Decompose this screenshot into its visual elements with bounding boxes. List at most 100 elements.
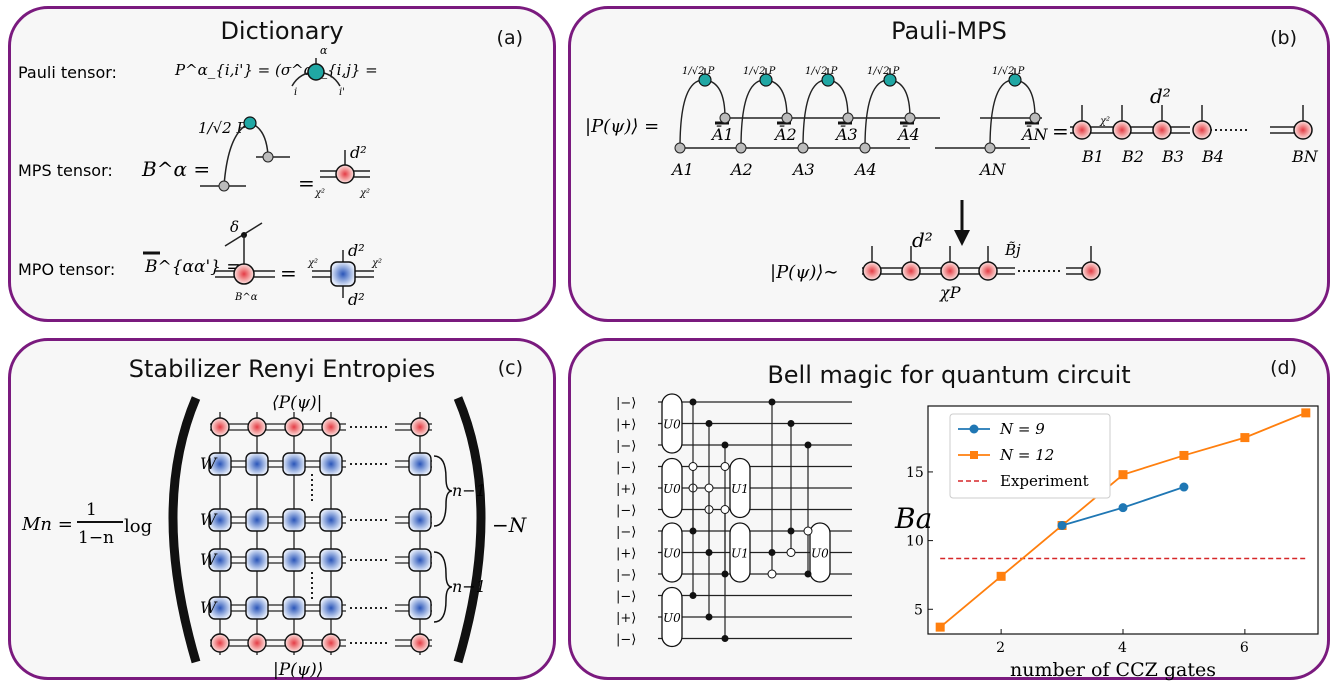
mps-tensor-formula: B^α =	[141, 157, 210, 181]
pauli-arc-norm: 1/√2 P	[867, 66, 900, 77]
legend-label-experiment: Experiment	[1000, 472, 1089, 490]
abar-label-3: Ā3	[834, 124, 858, 144]
b-tilde-label: B̃j	[1004, 241, 1021, 259]
qubit-state: |−⟩	[616, 568, 636, 583]
unitary-gate-label: U1	[731, 547, 749, 561]
grid-blue-node	[408, 596, 432, 620]
control-dot	[787, 527, 795, 535]
mps-site-node	[1192, 120, 1212, 140]
control-dot	[689, 527, 697, 535]
bra-label: ⟨P(ψ)|	[272, 393, 322, 413]
abar-label-n: ĀN	[1020, 124, 1049, 144]
legend-label-n12: N = 12	[999, 446, 1054, 464]
b-label-3: B3	[1161, 147, 1184, 166]
control-dot	[768, 398, 776, 406]
target-node	[786, 548, 796, 557]
target-node	[720, 462, 730, 471]
control-dot	[721, 635, 729, 642]
qubit-state: |+⟩	[616, 482, 636, 497]
a-label-n: AN	[978, 160, 1007, 179]
pauli-i-prime: i'	[339, 87, 345, 98]
grid-blue-node	[208, 452, 232, 476]
unitary-gate	[661, 586, 683, 648]
grid-red-node	[284, 417, 304, 437]
qubit-state: |+⟩	[616, 611, 636, 626]
target-node	[704, 483, 714, 493]
mps-red-node	[335, 164, 355, 184]
grid-blue-node	[208, 596, 232, 620]
panel-a-title: Dictionary	[220, 17, 344, 45]
mpo-delta: δ	[230, 218, 239, 236]
arrow-head	[954, 230, 970, 246]
target-node	[767, 569, 777, 579]
grid-blue-node	[245, 452, 269, 476]
pauli-arc-node	[1008, 73, 1022, 87]
quantum-circuit: |−⟩ |+⟩ |−⟩ |−⟩ |+⟩ |−⟩ |−⟩ |+⟩ |−⟩ |−⟩ |+⟩ |−⟩ U0 U0…	[616, 393, 852, 648]
abar-node	[842, 112, 854, 124]
grid-red-node	[284, 633, 304, 653]
pauli-arcs: 1/√2 P 1/√2 P 1/√2 P 1/√2 P 1/√2 P	[674, 66, 1041, 154]
mpo-red-node	[233, 263, 255, 285]
paren-right	[453, 396, 486, 664]
unitary-gate	[661, 522, 683, 583]
mps-nodes	[1072, 105, 1313, 140]
data-point	[1118, 503, 1128, 513]
pauli-arc-norm: 1/√2 P	[992, 66, 1025, 77]
mpo-tensor-formula: B^{αα'} =	[144, 257, 241, 277]
brace-lower	[433, 551, 453, 623]
control-dot	[705, 613, 713, 621]
unitary-gate	[661, 393, 683, 454]
qubit-state: |−⟩	[616, 590, 636, 605]
x-tick-label: 4	[1118, 640, 1127, 656]
grid-blue-node	[319, 548, 343, 572]
grid-red-node	[247, 417, 267, 437]
grid-blue-node	[408, 508, 432, 532]
grid-red-node	[210, 633, 230, 653]
mpo-chi-left: χ²	[307, 258, 318, 269]
mps-site-node	[1293, 120, 1313, 140]
x-tick-label: 2	[996, 640, 1005, 656]
target-node	[720, 505, 730, 514]
grid-red-node	[210, 417, 230, 437]
grid-red-node	[410, 633, 430, 653]
grid-blue-node	[282, 452, 306, 476]
mps-chi-right: χ²	[359, 188, 370, 199]
panel-b-label: (b)	[1270, 27, 1297, 49]
grid-blue-node	[245, 596, 269, 620]
legend-box	[949, 413, 1111, 499]
grid-blue-node	[245, 508, 269, 532]
compressed-mps-node	[862, 261, 882, 281]
a-node	[859, 142, 871, 154]
fraction-denominator: 1−n	[78, 528, 114, 548]
legend-marker-n9	[969, 424, 979, 434]
w-label-2: W	[200, 510, 218, 529]
pauli-arc-norm: 1/√2 P	[743, 66, 776, 77]
compressed-mps-node	[1081, 261, 1101, 281]
qubit-state: |+⟩	[616, 418, 636, 433]
data-point	[1240, 433, 1250, 443]
grid-blue-node	[319, 452, 343, 476]
data-point	[1179, 482, 1189, 492]
b-label-2: B2	[1121, 147, 1144, 166]
chi-p-label: χP	[939, 283, 961, 302]
mps-d2: d²	[350, 143, 367, 162]
b-label-4: B4	[1201, 147, 1224, 166]
replica-grid	[208, 412, 432, 655]
qubit-state: |−⟩	[616, 633, 636, 648]
mps-abar-node	[262, 151, 274, 163]
abar-node	[781, 112, 793, 124]
data-point	[1118, 470, 1128, 480]
target-node	[803, 526, 813, 536]
n-minus-1-upper: n−1	[452, 481, 486, 500]
log-text: log	[124, 516, 152, 537]
compressed-mps-node	[978, 261, 998, 281]
abar-node	[1029, 112, 1041, 124]
mpo-d2-top: d²	[348, 241, 365, 260]
y-axis-label: Ba	[894, 502, 932, 535]
minus-n: −N	[492, 513, 528, 537]
pauli-mps-approx: |P(ψ)⟩∼	[770, 262, 838, 283]
panel-a-label: (a)	[496, 27, 523, 49]
